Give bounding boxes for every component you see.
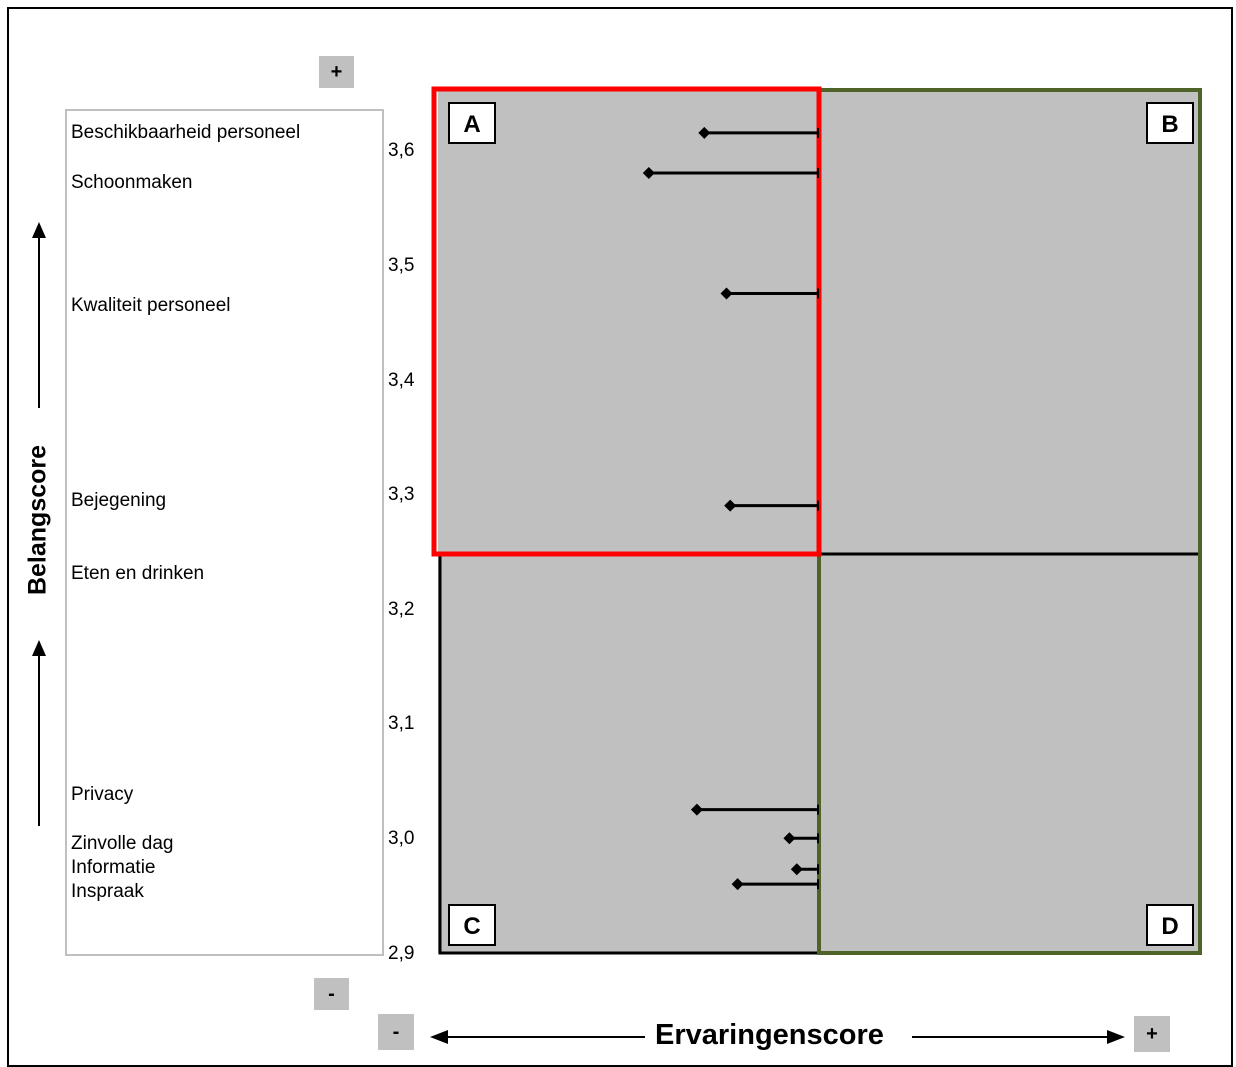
y-arrow-lower-head: [32, 640, 46, 656]
data-point: [790, 863, 803, 876]
category-labels-panel: [65, 109, 384, 956]
category-label: Informatie: [71, 857, 156, 878]
x-plus-sign: +: [1134, 1016, 1170, 1052]
quadrant-label: D: [1161, 913, 1178, 940]
y-arrow-upper-head: [32, 222, 46, 238]
y-tick-label: 3,0: [388, 828, 415, 849]
data-point: [783, 832, 796, 845]
data-point: [642, 167, 655, 180]
category-label: Schoonmaken: [71, 172, 193, 193]
y-tick-label: 3,5: [388, 255, 415, 276]
quadrant-label: A: [463, 111, 480, 138]
y-tick-label: 3,6: [388, 140, 415, 161]
x-arrow-left-head: [430, 1030, 448, 1044]
y-tick-label: 3,4: [388, 370, 415, 391]
y-plus-sign: +: [319, 56, 354, 88]
y-minus-sign: -: [314, 978, 349, 1010]
data-point: [731, 878, 744, 891]
quadrant-label-box: [448, 102, 496, 144]
quadrant-label: C: [463, 913, 480, 940]
y-tick-label: 3,1: [388, 713, 415, 734]
category-label: Eten en drinken: [71, 563, 205, 584]
quadrant-label: B: [1161, 111, 1178, 138]
quadrant-label-box: [448, 904, 496, 946]
data-point: [724, 499, 737, 512]
quadrant-label-box: [1146, 102, 1194, 144]
y-tick-label: 3,3: [388, 484, 415, 505]
category-label: Kwaliteit personeel: [71, 295, 231, 316]
quadrant-a-border: [431, 86, 822, 557]
category-label: Inspraak: [71, 881, 144, 902]
x-arrow-right-head: [1107, 1030, 1125, 1044]
category-label: Bejegening: [71, 490, 167, 511]
data-point: [698, 126, 711, 139]
y-tick-label: 2,9: [388, 943, 415, 964]
category-label: Beschikbaarheid personeel: [71, 122, 301, 143]
y-tick-label: 3,2: [388, 599, 415, 620]
x-minus-sign: -: [378, 1014, 414, 1050]
data-point: [690, 803, 703, 816]
quadrant-label-box: [1146, 904, 1194, 946]
category-label: Privacy: [71, 784, 134, 805]
category-label: Zinvolle dag: [71, 833, 174, 854]
x-axis-title: Ervaringenscore: [655, 1019, 884, 1051]
data-point: [720, 287, 733, 300]
